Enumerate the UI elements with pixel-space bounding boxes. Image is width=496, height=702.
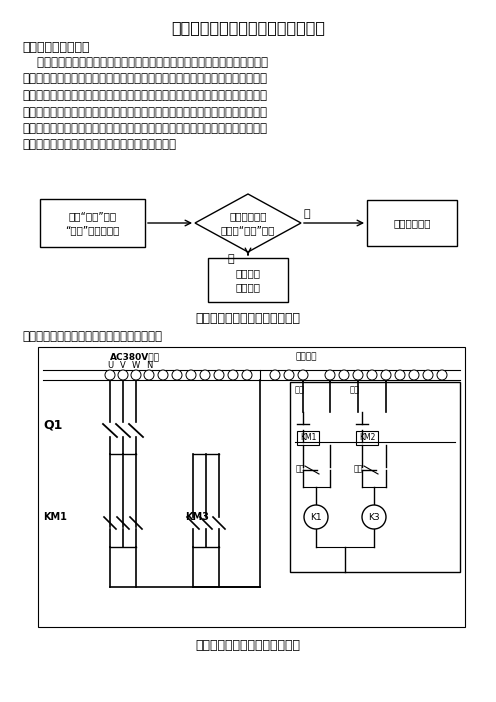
Text: KM1: KM1 — [43, 512, 67, 522]
Text: 图一：原始电动推杆控制流程图: 图一：原始电动推杆控制流程图 — [195, 312, 301, 325]
Circle shape — [298, 370, 308, 380]
Circle shape — [131, 370, 141, 380]
Text: 一、功能与原理介绍: 一、功能与原理介绍 — [22, 41, 89, 54]
Text: 电动推杆的相关控制系统电气图如图二所示。: 电动推杆的相关控制系统电气图如图二所示。 — [22, 330, 162, 343]
Text: 否: 否 — [228, 254, 235, 264]
Text: 后退: 后退 — [350, 385, 360, 394]
Text: K1: K1 — [310, 512, 322, 522]
Text: Q1: Q1 — [43, 418, 62, 432]
Text: KM1: KM1 — [300, 434, 316, 442]
FancyBboxPatch shape — [40, 199, 145, 247]
Circle shape — [118, 370, 128, 380]
FancyBboxPatch shape — [356, 431, 378, 445]
FancyBboxPatch shape — [208, 258, 288, 302]
FancyBboxPatch shape — [38, 347, 465, 627]
Circle shape — [381, 370, 391, 380]
Circle shape — [304, 505, 328, 529]
Circle shape — [423, 370, 433, 380]
Text: 率。调整堆取料机的尾车漏斗翻板的角度是调整尾车皮带物料对悬皮的落料点的: 率。调整堆取料机的尾车漏斗翻板的角度是调整尾车皮带物料对悬皮的落料点的 — [22, 89, 267, 102]
Circle shape — [172, 370, 182, 380]
Text: 常闭: 常闭 — [296, 464, 305, 473]
Text: 堆取料机尾车漏斗翻板控制系统改造: 堆取料机尾车漏斗翻板控制系统改造 — [171, 20, 325, 35]
Circle shape — [367, 370, 377, 380]
Circle shape — [325, 370, 335, 380]
Text: KM2: KM2 — [359, 434, 375, 442]
Circle shape — [144, 370, 154, 380]
Text: 前进: 前进 — [295, 385, 305, 394]
Circle shape — [200, 370, 210, 380]
Circle shape — [228, 370, 238, 380]
Text: 电动推杆停止: 电动推杆停止 — [393, 218, 431, 228]
Circle shape — [214, 370, 224, 380]
Text: V: V — [120, 361, 126, 370]
Circle shape — [437, 370, 447, 380]
Text: 是否碰触限位: 是否碰触限位 — [229, 211, 267, 221]
Text: 堆取料机的悬皮跑偏的大部分原因在于尾车漏斗落料点不正，导致物料偏落: 堆取料机的悬皮跑偏的大部分原因在于尾车漏斗落料点不正，导致物料偏落 — [22, 56, 268, 69]
Text: 按下“前进”或者: 按下“前进”或者 — [68, 211, 117, 221]
Text: KM3: KM3 — [185, 512, 209, 522]
Circle shape — [395, 370, 405, 380]
FancyBboxPatch shape — [297, 431, 319, 445]
Text: 推杆电机: 推杆电机 — [295, 352, 316, 361]
Circle shape — [284, 370, 294, 380]
Text: 或者按“停止”按鈕: 或者按“停止”按鈕 — [221, 225, 275, 235]
Circle shape — [242, 370, 252, 380]
Text: “后退”按鈕后自锁: “后退”按鈕后自锁 — [65, 225, 120, 235]
Circle shape — [186, 370, 196, 380]
Text: K3: K3 — [368, 512, 380, 522]
Text: 最根本手段，对于悬皮跑偏的预防和纠正有着深刻的意义。尾车漏斗推杆电机主: 最根本手段，对于悬皮跑偏的预防和纠正有着深刻的意义。尾车漏斗推杆电机主 — [22, 105, 267, 119]
Text: 后退自锁运动方式，具体的操作流程如图一所示。: 后退自锁运动方式，具体的操作流程如图一所示。 — [22, 138, 176, 152]
Text: U: U — [107, 361, 113, 370]
Text: N: N — [146, 361, 152, 370]
Text: W: W — [132, 361, 140, 370]
FancyBboxPatch shape — [290, 382, 460, 572]
Circle shape — [339, 370, 349, 380]
Text: 自锁运行: 自锁运行 — [236, 282, 260, 292]
Circle shape — [409, 370, 419, 380]
Circle shape — [270, 370, 280, 380]
Text: 在悬皮上，致使悬皮正面皮带向落料点的相反方向跑偏，报警停机，影响生产效: 在悬皮上，致使悬皮正面皮带向落料点的相反方向跑偏，报警停机，影响生产效 — [22, 72, 267, 86]
Text: AC380V电源: AC380V电源 — [110, 352, 160, 361]
Circle shape — [105, 370, 115, 380]
Polygon shape — [195, 194, 301, 252]
Text: 图二：原始电动推杆电气控制图: 图二：原始电动推杆电气控制图 — [195, 639, 301, 652]
Circle shape — [158, 370, 168, 380]
Text: 是: 是 — [304, 209, 310, 219]
Circle shape — [362, 505, 386, 529]
Circle shape — [353, 370, 363, 380]
Text: 电动推杆: 电动推杆 — [236, 268, 260, 278]
Text: 要通过一个电动推杆的伸缩来实现运动。但是原先的推杆电机控制系统为前进、: 要通过一个电动推杆的伸缩来实现运动。但是原先的推杆电机控制系统为前进、 — [22, 122, 267, 135]
FancyBboxPatch shape — [367, 200, 457, 246]
Text: 常闭: 常闭 — [354, 464, 363, 473]
